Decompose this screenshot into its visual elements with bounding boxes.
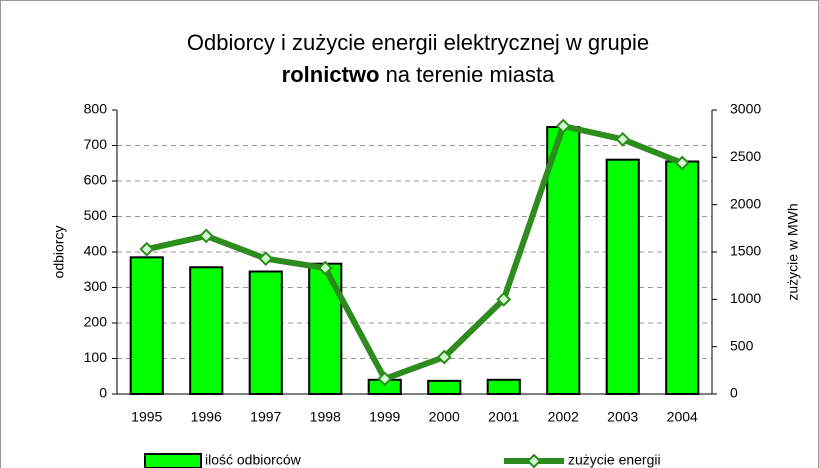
legend-label: ilość odbiorców [205,452,302,468]
bar [248,270,283,395]
line-marker [377,371,393,387]
y2-tick-label: 1500 [730,243,761,259]
y-tick-label: 500 [84,207,108,223]
line-marker [555,118,571,134]
x-tick-label: 2001 [488,409,519,425]
y-tick-label: 300 [84,278,108,294]
y-tick-label: 100 [84,349,108,365]
chart-title: Odbiorcy i zużycie energii elektrycznej … [187,30,649,55]
y-tick-label: 700 [84,136,108,152]
x-tick-label: 2002 [548,409,579,425]
y-tick-label: 800 [84,101,108,117]
y2-axis-label: zużycie w MWh [785,203,801,300]
title-bold: rolnictwo [282,62,380,87]
line-marker [258,251,274,267]
x-tick-label: 1998 [310,409,341,425]
line-marker [496,291,512,307]
y-tick-label: 0 [99,385,107,401]
bar [129,256,164,396]
y2-tick-label: 0 [730,385,738,401]
bar [427,379,462,395]
line-marker [436,349,452,365]
x-tick-label: 2000 [429,409,460,425]
line-marker [674,155,690,171]
y-tick-label: 400 [84,243,108,259]
legend-label: zużycie energii [568,452,661,468]
legend-marker [526,453,542,468]
legend-swatch [144,453,202,468]
y2-tick-label: 2000 [730,195,761,211]
y-tick-label: 600 [84,172,108,188]
bar [665,160,700,395]
y-tick-label: 200 [84,314,108,330]
bar [546,126,581,395]
y2-tick-label: 3000 [730,101,761,117]
y2-tick-label: 1000 [730,290,761,306]
bar [605,158,640,395]
bar [189,266,224,396]
line-marker [615,131,631,147]
chart-title-2: rolnictwo na terenie miasta [282,62,555,87]
line [146,123,684,382]
line-marker [198,228,214,244]
x-tick-label: 1997 [250,409,281,425]
y-axis-label: odbiorcy [51,226,67,279]
x-tick-label: 2003 [607,409,638,425]
x-tick-label: 1995 [131,409,162,425]
y2-tick-label: 2500 [730,148,761,164]
x-tick-label: 1999 [369,409,400,425]
title-rest: na terenie miasta [379,62,555,87]
x-tick-label: 2004 [667,409,698,425]
line-marker [317,260,333,276]
bar [486,378,521,395]
y2-tick-label: 500 [730,337,754,353]
line-marker [139,241,155,257]
x-tick-label: 1996 [191,409,222,425]
